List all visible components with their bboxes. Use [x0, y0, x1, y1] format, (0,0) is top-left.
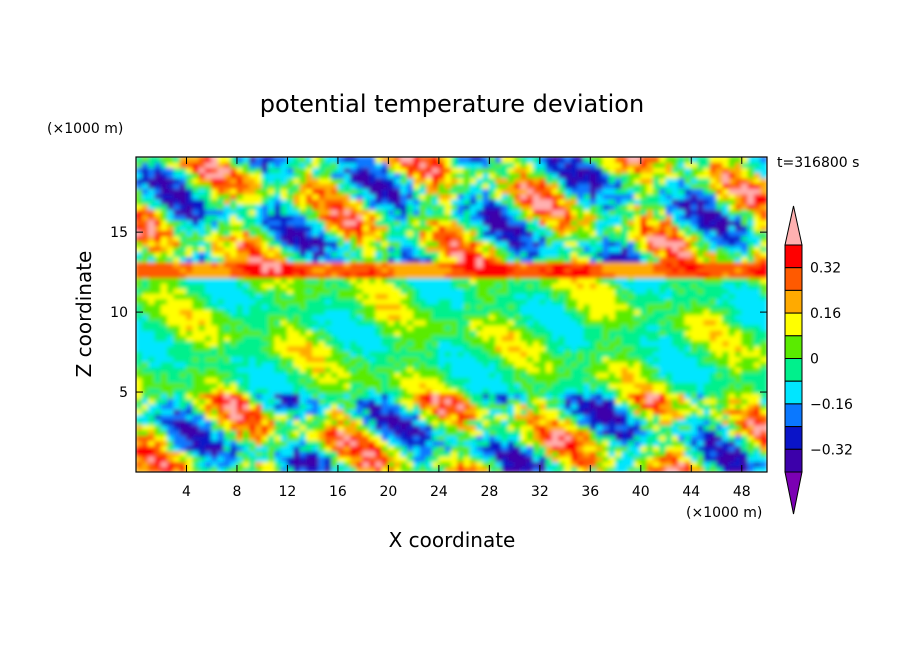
y-tick-label: 15 — [110, 225, 128, 241]
colorbar-box — [784, 448, 803, 473]
colorbar-label: 0.32 — [810, 261, 841, 277]
colorbar-box — [784, 244, 803, 269]
x-axis-label: X coordinate — [389, 528, 516, 552]
colorbar-extend-bottom — [784, 471, 803, 515]
x-tick-label: 24 — [430, 484, 448, 500]
colorbar-label: −0.32 — [810, 442, 853, 458]
colorbar-box — [784, 267, 803, 291]
x-axis-ticks: 4 8 12 16 20 24 28 32 36 40 44 48 — [182, 157, 751, 500]
y-unit-label: (×1000 m) — [47, 121, 123, 137]
y-axis-label: Z coordinate — [72, 251, 96, 378]
colorbar-label: 0 — [810, 352, 819, 368]
colorbar-box — [784, 335, 803, 359]
colorbar-box — [784, 403, 803, 428]
colorbar-box — [784, 358, 803, 382]
x-tick-label: 40 — [632, 484, 650, 500]
x-tick-label: 4 — [182, 484, 191, 500]
plot-frame — [135, 156, 768, 473]
x-tick-label: 32 — [531, 484, 549, 500]
colorbar-box — [784, 380, 803, 405]
colorbar-label: −0.16 — [810, 397, 853, 413]
time-label: t=316800 s — [777, 155, 859, 171]
chart-title: potential temperature deviation — [260, 90, 644, 118]
colorbar-box — [784, 312, 803, 337]
y-axis-ticks: 5 10 15 — [110, 225, 767, 401]
x-unit-label: (×1000 m) — [686, 505, 762, 521]
x-tick-label: 16 — [329, 484, 347, 500]
colorbar-label: 0.16 — [810, 306, 841, 322]
colorbar: 0.32 0.16 0 −0.16 −0.32 — [784, 205, 853, 515]
y-tick-label: 10 — [110, 305, 128, 321]
x-tick-label: 36 — [581, 484, 599, 500]
y-tick-label: 5 — [119, 385, 128, 401]
heatmap-field — [136, 157, 767, 472]
colorbar-box — [784, 289, 803, 314]
x-tick-label: 44 — [682, 484, 700, 500]
x-tick-label: 8 — [232, 484, 241, 500]
x-tick-label: 12 — [279, 484, 297, 500]
x-tick-label: 48 — [733, 484, 751, 500]
x-tick-label: 28 — [480, 484, 498, 500]
x-tick-label: 20 — [379, 484, 397, 500]
colorbar-box — [784, 426, 803, 450]
colorbar-extend-top — [784, 205, 803, 246]
